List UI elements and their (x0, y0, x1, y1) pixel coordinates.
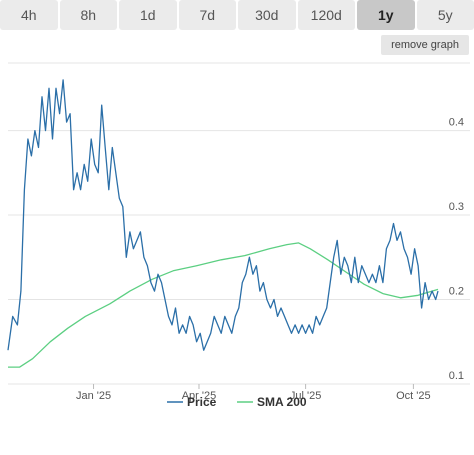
y-axis: 0.1 0.2 0.3 0.4 (449, 117, 464, 382)
x-tick-label: Apr '25 (182, 390, 217, 402)
legend-sma-200-label[interactable]: SMA 200 (257, 395, 307, 409)
x-axis: Jan '25 Apr '25 Jul '25 Oct '25 (76, 384, 431, 402)
y-tick-label: 0.3 (449, 201, 464, 213)
sma-200-line (8, 242, 439, 368)
x-tick-label: Jul '25 (290, 390, 321, 402)
remove-graph-button[interactable]: remove graph (381, 35, 469, 55)
y-tick-label: 0.2 (449, 286, 464, 298)
range-tab-7d[interactable]: 7d (178, 0, 236, 30)
range-tab-1y[interactable]: 1y (357, 0, 415, 30)
series-lines (7, 79, 439, 368)
price-line (7, 79, 439, 351)
range-tab-5y[interactable]: 5y (416, 0, 474, 30)
range-tab-1d[interactable]: 1d (119, 0, 177, 30)
range-tabs: 4h 8h 1d 7d 30d 120d 1y 5y (0, 0, 474, 30)
range-tab-120d[interactable]: 120d (297, 0, 355, 30)
legend: Price SMA 200 (167, 395, 307, 409)
y-tick-label: 0.4 (449, 117, 464, 129)
range-tab-30d[interactable]: 30d (238, 0, 296, 30)
range-tab-8h[interactable]: 8h (59, 0, 117, 30)
legend-price-label[interactable]: Price (187, 395, 217, 409)
grid-lines (8, 62, 470, 385)
x-tick-label: Jan '25 (76, 390, 111, 402)
range-tab-4h[interactable]: 4h (0, 0, 58, 30)
x-tick-label: Oct '25 (396, 390, 431, 402)
y-tick-label: 0.1 (449, 370, 464, 382)
